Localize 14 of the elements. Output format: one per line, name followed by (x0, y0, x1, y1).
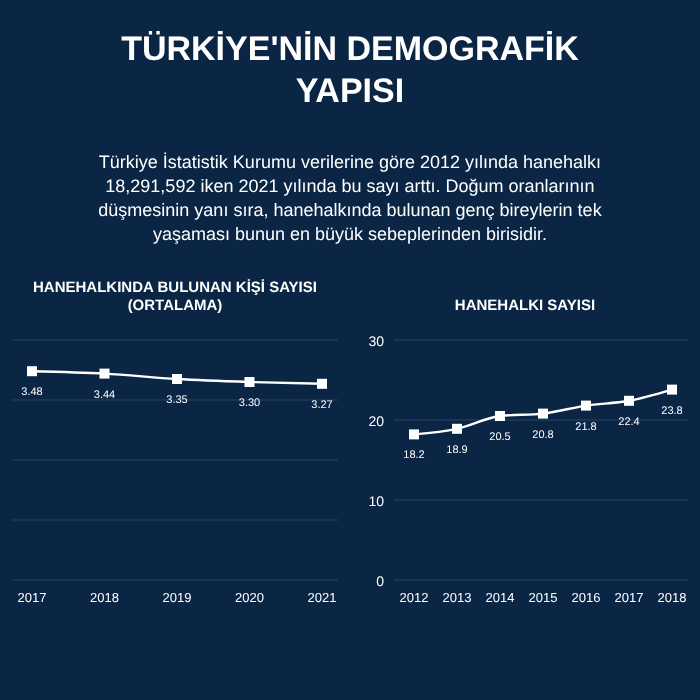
point (409, 429, 419, 440)
point (172, 374, 182, 384)
point (495, 411, 505, 421)
point (99, 368, 110, 379)
point (452, 423, 462, 434)
text: TÜRKİYE'NİN DEMOGRAFİK YAPISI (121, 30, 581, 110)
point (667, 384, 677, 395)
point (27, 366, 37, 377)
text: Türkiye İstatistik Kurumu verilerine göre 2012 yılında hanehalkı 18,291,592 iken 2021 yılında bu sayı arttı. Doğum oranlarının düşmesinin yanı sıra, hanehalkında bulunan genç bireylerin tek yaşaması bunun en büyük sebeplerinden birisidir. (98, 152, 603, 244)
point (538, 408, 548, 419)
point (244, 377, 255, 387)
point (581, 400, 591, 411)
point (317, 378, 327, 389)
point (624, 395, 634, 406)
